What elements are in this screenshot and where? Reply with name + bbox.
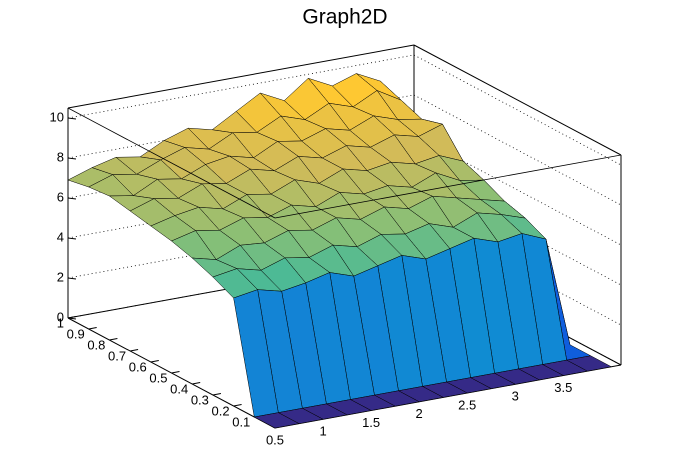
z-tick-label: 10 <box>50 109 64 124</box>
y-tick-label: 0.7 <box>108 348 126 363</box>
y-tick <box>212 393 221 396</box>
box-edge <box>67 44 415 109</box>
z-tick-label: 4 <box>57 229 64 244</box>
y-tick-label: 0.2 <box>212 403 230 418</box>
y-tick <box>109 338 118 341</box>
box-edge <box>413 44 622 156</box>
z-tick-label: 0 <box>57 309 64 324</box>
box-edge <box>67 107 276 219</box>
y-tick <box>171 371 180 374</box>
x-tick-label: 1 <box>319 424 326 439</box>
surface-cell <box>253 412 300 429</box>
y-tick-label: 0.6 <box>129 359 147 374</box>
y-tick-label: 0.9 <box>67 326 85 341</box>
y-tick-label: 1 <box>57 315 64 330</box>
z-tick <box>67 277 77 280</box>
x-tick-label: 2 <box>416 406 423 421</box>
z-tick-label: 8 <box>57 149 64 164</box>
z-tick-label: 6 <box>57 189 64 204</box>
box-edge <box>274 154 622 219</box>
z-tick <box>67 237 77 240</box>
x-tick-label: 3 <box>512 389 519 404</box>
y-tick-label: 0.8 <box>87 337 105 352</box>
z-tick <box>67 197 77 200</box>
y-tick <box>192 382 201 385</box>
z-tick <box>67 157 77 160</box>
x-tick-label: 3.5 <box>554 380 572 395</box>
y-tick <box>130 349 139 352</box>
z-tick <box>67 117 77 120</box>
y-tick-label: 0.5 <box>149 370 167 385</box>
x-tick-label: 1.5 <box>362 415 380 430</box>
x-tick-label: 0.5 <box>266 432 284 447</box>
x-tick-label: 2.5 <box>458 397 476 412</box>
y-tick-label: 0.3 <box>191 392 209 407</box>
chart-title: Graph2D <box>302 6 387 29</box>
y-tick-label: 0.4 <box>170 381 188 396</box>
y-tick <box>233 404 242 407</box>
y-tick <box>67 316 77 319</box>
y-tick <box>150 360 159 363</box>
z-tick-label: 2 <box>57 269 64 284</box>
y-tick-label: 0.1 <box>232 414 250 429</box>
y-tick <box>88 327 97 330</box>
